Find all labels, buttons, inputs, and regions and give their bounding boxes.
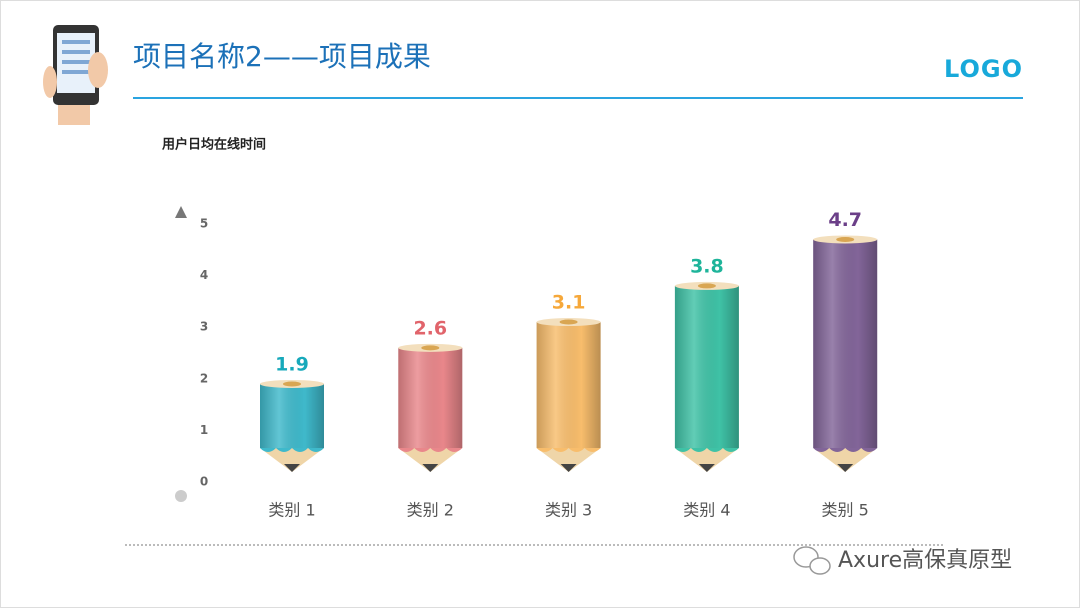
pencil: [813, 235, 878, 472]
y-tick-label: 0: [200, 475, 208, 489]
watermark-icon: [793, 546, 831, 575]
value-label: 4.7: [828, 209, 862, 231]
pencil-wood: [260, 448, 324, 472]
pencil-scallop: [260, 448, 324, 452]
x-tick-label: 类别 5: [822, 501, 869, 520]
y-axis-arrow: [175, 206, 187, 218]
pencil: [536, 318, 601, 472]
pencil-scallop: [674, 448, 739, 452]
watermark: Axure高保真原型: [838, 548, 1012, 573]
y-tick-label: 3: [200, 320, 208, 334]
pencil-lead: [698, 464, 715, 472]
pencil-lead: [837, 464, 854, 472]
value-label: 3.1: [552, 292, 586, 314]
x-tick-label: 类别 3: [545, 501, 592, 520]
pencil-lead: [422, 464, 439, 472]
pencil-core: [697, 283, 716, 289]
pencil-lead: [284, 464, 300, 472]
pencil-shade: [674, 285, 739, 448]
value-label: 2.6: [413, 317, 447, 339]
pencil-shade: [260, 383, 324, 448]
pencil-core: [283, 381, 301, 387]
pencil-core: [836, 236, 855, 242]
pencil: [398, 343, 463, 472]
y-tick-label: 1: [200, 423, 208, 437]
y-tick-label: 4: [200, 268, 208, 282]
pencil-shade: [813, 239, 878, 448]
pencil: [674, 281, 739, 472]
pencil-wood: [398, 448, 463, 472]
pencil-shade: [398, 347, 463, 448]
pencil-scallop: [398, 448, 463, 452]
value-label: 3.8: [690, 255, 724, 277]
chart-title: 用户日均在线时间: [161, 137, 266, 153]
pencil-lead: [560, 464, 577, 472]
y-axis-base: [175, 490, 187, 502]
x-tick-label: 类别 4: [683, 501, 730, 520]
pencil-core: [421, 345, 440, 351]
pencil-wood: [813, 448, 878, 472]
x-tick-label: 类别 2: [407, 501, 454, 520]
pencil-wood: [536, 448, 601, 472]
pencil-core: [559, 319, 578, 325]
y-tick-label: 5: [200, 217, 208, 231]
pencil-scallop: [813, 448, 878, 452]
pencil-wood: [674, 448, 739, 472]
pencil-scallop: [536, 448, 601, 452]
phone-icon: [43, 25, 108, 125]
y-tick-label: 2: [200, 371, 208, 385]
pencil-shade: [536, 322, 601, 448]
pencil: [260, 379, 324, 472]
value-label: 1.9: [275, 353, 309, 375]
slide-title: 项目名称2——项目成果: [133, 40, 431, 73]
logo: LOGO: [944, 55, 1023, 83]
x-tick-label: 类别 1: [268, 501, 315, 520]
